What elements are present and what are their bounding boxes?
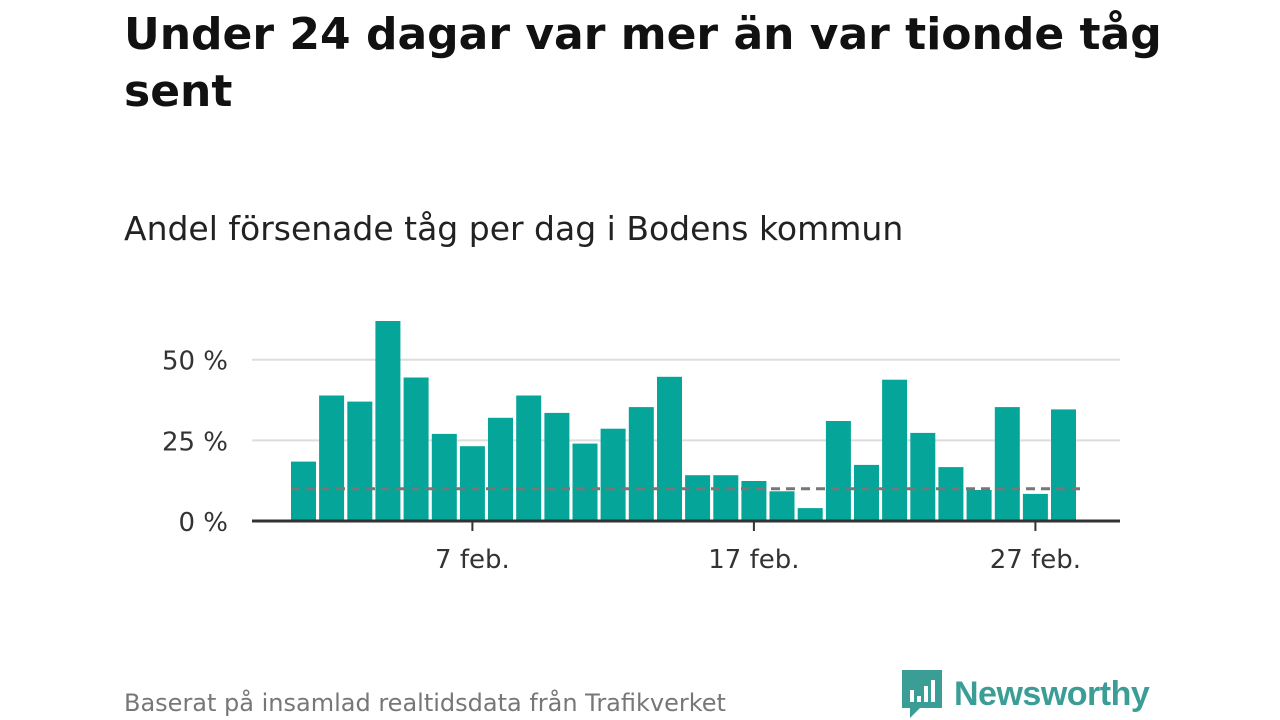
- newsworthy-logo-icon: [902, 670, 942, 718]
- bar: [825, 421, 851, 521]
- bar: [994, 407, 1020, 521]
- bar: [1022, 493, 1048, 521]
- bar: [797, 508, 823, 521]
- chart-subtitle: Andel försenade tåg per dag i Bodens kom…: [124, 209, 904, 248]
- y-tick-label: 0 %: [178, 508, 228, 538]
- y-tick-label: 25 %: [162, 427, 228, 457]
- x-tick-label: 7 feb.: [435, 545, 510, 575]
- bar: [713, 475, 739, 521]
- x-tick-label: 27 feb.: [990, 545, 1081, 575]
- bar: [431, 433, 457, 521]
- bar: [938, 467, 964, 521]
- axes: 0 % 25 % 50 % 7 feb. 17 feb. 27 feb.: [162, 347, 1120, 575]
- bar: [347, 401, 373, 521]
- bar: [741, 481, 767, 521]
- bar: [657, 376, 682, 521]
- x-tick-label: 17 feb.: [708, 545, 799, 575]
- bar: [488, 417, 513, 521]
- bar: [685, 475, 711, 521]
- bar: [319, 395, 345, 521]
- bar: [516, 395, 542, 521]
- bar: [459, 446, 485, 521]
- brand-name: Newsworthy: [954, 674, 1150, 713]
- bars: [291, 321, 1076, 521]
- brand-logo: Newsworthy: [902, 670, 1150, 718]
- bar: [544, 412, 570, 521]
- bar: [966, 490, 992, 521]
- bar: [291, 461, 316, 521]
- y-tick-label: 50 %: [162, 347, 228, 377]
- bar: [572, 443, 598, 521]
- bar: [882, 379, 908, 521]
- bar: [403, 377, 429, 521]
- bar: [628, 407, 654, 521]
- source-note: Baserat på insamlad realtidsdata från Tr…: [124, 689, 726, 717]
- bar: [910, 432, 936, 521]
- chart-title: Under 24 dagar var mer än var tionde tåg…: [124, 9, 1162, 117]
- bar: [1051, 409, 1076, 521]
- bar: [769, 491, 795, 521]
- bar: [854, 464, 879, 521]
- bar: [600, 428, 626, 521]
- bar: [375, 321, 401, 521]
